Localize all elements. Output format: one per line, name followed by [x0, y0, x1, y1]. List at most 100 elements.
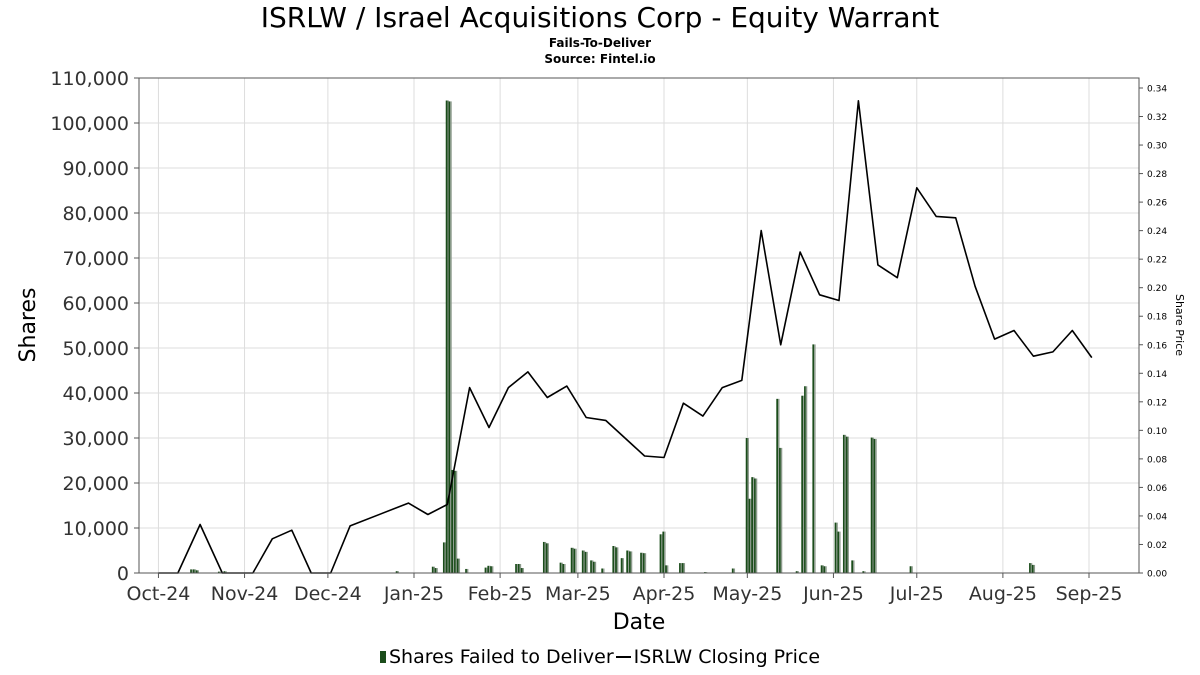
- ftd-bar-shade: [583, 550, 586, 573]
- ftd-bar-shade: [575, 548, 577, 573]
- plot-frame: [138, 77, 1140, 574]
- ftd-bar-shade: [444, 542, 447, 573]
- ftd-bar-shade: [458, 558, 461, 573]
- ftd-bar: [748, 498, 751, 573]
- ftd-bar: [620, 558, 623, 573]
- ftd-bar-shade: [586, 551, 588, 573]
- ftd-bar: [434, 568, 437, 573]
- ftd-bar: [487, 565, 490, 573]
- ftd-bar: [665, 565, 667, 573]
- ftd-bar: [776, 398, 779, 573]
- ftd-bar: [812, 344, 815, 573]
- x-tick-label: Aug-25: [969, 583, 1037, 605]
- ftd-bar: [731, 568, 734, 573]
- ftd-bar: [559, 562, 562, 573]
- ftd-bar-shade: [447, 100, 449, 573]
- ftd-bar: [223, 571, 226, 573]
- ftd-bar-shade: [755, 478, 758, 573]
- x-tick-label: Nov-24: [211, 583, 279, 605]
- x-axis-ticks: Oct-24 Nov-24 Dec-24 Jan-25 Feb-25 Mar-25 Apr-…: [126, 573, 1122, 605]
- legend-line-swatch: [615, 656, 631, 658]
- y-tick-label: 10,000: [63, 518, 129, 540]
- ftd-bar-shade: [616, 547, 619, 573]
- ftd-bar-shade: [225, 571, 227, 573]
- ftd-bar-shade: [591, 560, 594, 573]
- ftd-bar: [562, 564, 565, 573]
- y2-tick-label: 0.28: [1147, 170, 1167, 180]
- legend-label-ftd: Shares Failed to Deliver: [388, 646, 614, 668]
- ftd-bar-shade: [1030, 563, 1033, 573]
- ftd-bar-shade: [825, 566, 827, 573]
- ftd-bar: [629, 551, 631, 573]
- ftd-bar-shade: [572, 547, 574, 573]
- ftd-bar-shade: [519, 564, 522, 573]
- ftd-bar: [542, 541, 545, 573]
- ftd-bar-shade: [750, 498, 752, 573]
- ftd-bar-shade: [191, 569, 194, 573]
- ftd-bar: [590, 560, 592, 573]
- ftd-bar: [845, 436, 848, 573]
- ftd-bar: [851, 560, 854, 573]
- ftd-bar-shade: [544, 541, 547, 573]
- ftd-bar-shade: [839, 531, 841, 573]
- y2-tick-label: 0.24: [1147, 227, 1167, 237]
- ftd-bar: [515, 564, 517, 573]
- ftd-bar-shade: [661, 534, 663, 573]
- ftd-bar: [823, 566, 826, 573]
- y-tick-label: 110,000: [50, 68, 129, 90]
- ftd-bar: [862, 571, 865, 573]
- x-tick-label: Feb-25: [468, 583, 533, 605]
- y-tick-label: 50,000: [63, 338, 129, 360]
- legend-item-price: ISRLW Closing Price: [614, 646, 820, 668]
- y-tick-label: 40,000: [63, 383, 129, 405]
- ftd-bar-shade: [194, 569, 197, 573]
- ftd-bar-shade: [911, 566, 913, 573]
- ftd-bar: [192, 569, 195, 573]
- ftd-bar-shade: [836, 522, 838, 573]
- ftd-bar: [640, 552, 642, 573]
- y2-tick-label: 0.00: [1147, 570, 1167, 580]
- ftd-bar: [801, 395, 804, 573]
- legend-item-ftd: Shares Failed to Deliver: [379, 646, 614, 668]
- chart-title: ISRLW / Israel Acquisitions Corp - Equit…: [260, 1, 940, 34]
- ftd-bar-shade: [733, 568, 736, 573]
- ftd-bar-shade: [803, 395, 805, 573]
- ftd-bar: [659, 534, 662, 573]
- ftd-bar-shade: [747, 438, 749, 573]
- ftd-bar-shade: [641, 552, 644, 573]
- ftd-bar: [451, 469, 454, 573]
- y-tick-label: 80,000: [63, 203, 129, 225]
- ftd-bar-shade: [455, 470, 458, 573]
- ftd-bar-shade: [453, 469, 455, 573]
- y2-tick-label: 0.18: [1147, 313, 1167, 323]
- y-tick-label: 0: [117, 563, 129, 585]
- ftd-chart: 0 10,000 20,000 30,000 40,000 50,000 60,000 70,…: [16, 68, 1186, 635]
- ftd-bar-shade: [489, 565, 491, 573]
- ftd-bar: [445, 100, 448, 573]
- ftd-bar-shade: [197, 570, 199, 573]
- ftd-bar: [626, 550, 629, 573]
- ftd-bar-shade: [547, 543, 549, 573]
- ftd-bar-shade: [466, 568, 469, 573]
- x-tick-label: Jul-25: [889, 583, 944, 605]
- ftd-bar-shade: [622, 558, 624, 573]
- ftd-bar-shade: [644, 553, 647, 573]
- x-tick-label: Sep-25: [1056, 583, 1123, 605]
- ftd-bar: [804, 386, 806, 573]
- y-tick-label: 20,000: [63, 473, 129, 495]
- ftd-bar-shade: [219, 571, 222, 573]
- ftd-bar-shade: [875, 438, 877, 573]
- y2-tick-label: 0.30: [1147, 142, 1167, 152]
- price-line-layer: [158, 100, 1093, 574]
- ftd-bar: [545, 543, 548, 573]
- ftd-bar: [837, 531, 840, 573]
- ftd-bar: [751, 477, 754, 573]
- x-tick-label: Oct-24: [126, 583, 190, 605]
- ftd-bar-shade: [436, 568, 438, 573]
- ftd-bar-shade: [1033, 564, 1036, 573]
- ftd-bar: [834, 522, 837, 573]
- ftd-bar: [581, 550, 584, 573]
- ftd-bar: [662, 531, 665, 573]
- ftd-bar: [615, 547, 617, 573]
- ftd-bar-shade: [872, 437, 874, 573]
